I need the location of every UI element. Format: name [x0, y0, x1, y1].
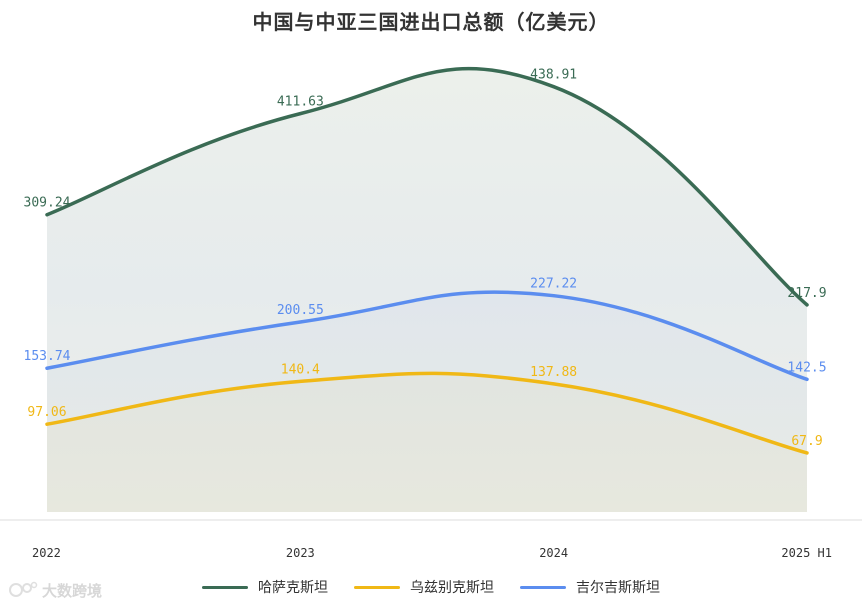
data-point: [552, 382, 556, 386]
x-tick-label: 2024: [539, 546, 568, 560]
background-area: [47, 68, 807, 512]
data-label: 217.9: [787, 286, 826, 301]
watermark: 大数跨境: [8, 579, 102, 601]
data-point: [805, 451, 809, 455]
series-area: [47, 292, 807, 512]
legend-label: 乌兹别克斯坦: [410, 580, 494, 596]
data-point: [552, 294, 556, 298]
legend: 哈萨克斯坦 乌兹别克斯坦 吉尔吉斯斯坦: [0, 577, 862, 597]
series-line: [45, 290, 809, 382]
data-point: [805, 303, 809, 307]
legend-item-kyrgyzstan[interactable]: 吉尔吉斯斯坦: [520, 577, 660, 597]
series-area: [47, 68, 807, 512]
data-label: 97.06: [27, 405, 66, 420]
watermark-logo-icon: [9, 581, 38, 597]
data-label: 140.4: [281, 362, 320, 377]
legend-swatch: [354, 585, 400, 589]
data-point: [552, 85, 556, 89]
data-label: 137.88: [530, 365, 577, 380]
x-tick-label: 2023: [286, 546, 315, 560]
legend-item-uzbekistan[interactable]: 乌兹别克斯坦: [354, 577, 494, 597]
legend-item-kazakhstan[interactable]: 哈萨克斯坦: [202, 577, 328, 597]
x-tick-label: 2022: [32, 546, 61, 560]
legend-swatch: [520, 585, 566, 589]
x-tick-label: 2025 H1: [781, 546, 832, 560]
data-point: [298, 112, 302, 116]
series-area: [47, 373, 807, 512]
data-point: [45, 366, 49, 370]
chart-title: 中国与中亚三国进出口总额（亿美元）: [252, 10, 610, 34]
data-label: 309.24: [24, 196, 71, 211]
data-label: 438.91: [530, 68, 577, 83]
data-label: 200.55: [277, 303, 324, 318]
legend-label: 吉尔吉斯斯坦: [576, 580, 660, 596]
legend-label: 哈萨克斯坦: [258, 580, 328, 596]
series-line: [45, 371, 809, 455]
watermark-text: 大数跨境: [42, 581, 103, 600]
legend-swatch: [202, 585, 248, 589]
series-line: [45, 66, 809, 307]
data-label: 67.9: [791, 434, 822, 449]
data-label: 142.5: [787, 360, 826, 375]
data-point: [298, 320, 302, 324]
data-point: [45, 213, 49, 217]
data-label: 411.63: [277, 95, 324, 110]
data-label: 153.74: [24, 349, 71, 364]
data-label: 227.22: [530, 277, 577, 292]
data-point: [805, 377, 809, 381]
data-point: [298, 379, 302, 383]
data-point: [45, 422, 49, 426]
